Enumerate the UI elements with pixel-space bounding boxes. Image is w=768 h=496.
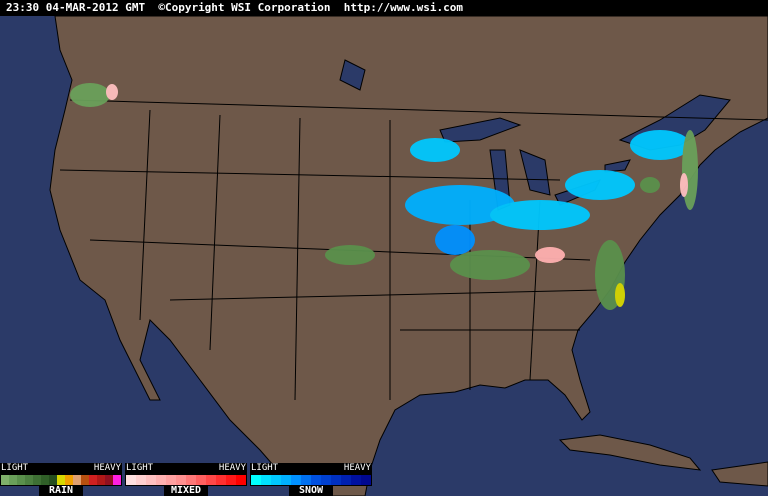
color-swatch: [65, 475, 73, 485]
copyright: ©Copyright WSI Corporation: [158, 1, 331, 14]
color-swatch: [105, 475, 113, 485]
color-swatch: [216, 475, 226, 485]
color-swatch: [9, 475, 17, 485]
color-swatch: [97, 475, 105, 485]
legend-heavy-label: HEAVY: [93, 463, 121, 473]
legend-snow-label: SNOW: [289, 486, 333, 496]
color-swatch: [281, 475, 291, 485]
rain-color-scale: [0, 474, 122, 486]
color-swatch: [73, 475, 81, 485]
state-borders: [59, 99, 768, 401]
color-swatch: [301, 475, 311, 485]
url: http://www.wsi.com: [343, 1, 463, 14]
color-swatch: [89, 475, 97, 485]
color-swatch: [146, 475, 156, 485]
color-swatch: [186, 475, 196, 485]
color-swatch: [81, 475, 89, 485]
legend-light-label: LIGHT: [251, 463, 279, 473]
color-swatch: [271, 475, 281, 485]
radar-echoes: [70, 83, 698, 310]
color-swatch: [226, 475, 236, 485]
color-swatch: [321, 475, 331, 485]
color-swatch: [311, 475, 321, 485]
legend-mixed: LIGHT HEAVY MIXED: [125, 463, 247, 496]
color-swatch: [196, 475, 206, 485]
legend-snow: LIGHT HEAVY SNOW: [250, 463, 372, 496]
color-swatch: [361, 475, 371, 485]
legend-rain-label: RAIN: [39, 486, 83, 496]
color-swatch: [341, 475, 351, 485]
timestamp: 23:30 04-MAR-2012 GMT: [6, 1, 146, 14]
color-swatch: [176, 475, 186, 485]
mixed-color-scale: [125, 474, 247, 486]
color-swatch: [17, 475, 25, 485]
color-swatch: [261, 475, 271, 485]
color-swatch: [156, 475, 166, 485]
header-bar: 23:30 04-MAR-2012 GMT ©Copyright WSI Cor…: [0, 0, 768, 16]
color-swatch: [236, 475, 246, 485]
color-swatch: [126, 475, 136, 485]
color-swatch: [251, 475, 261, 485]
color-swatch: [331, 475, 341, 485]
color-swatch: [291, 475, 301, 485]
legend-light-label: LIGHT: [126, 463, 154, 473]
color-swatch: [1, 475, 9, 485]
color-swatch: [49, 475, 57, 485]
color-swatch: [33, 475, 41, 485]
color-swatch: [57, 475, 65, 485]
map: [49, 16, 768, 496]
color-swatch: [351, 475, 361, 485]
legend-heavy-label: HEAVY: [218, 463, 246, 473]
legend-light-label: LIGHT: [1, 463, 29, 473]
legend-rain: LIGHT HEAVY RAIN: [0, 463, 122, 496]
color-swatch: [166, 475, 176, 485]
color-swatch: [113, 475, 121, 485]
legend-heavy-label: HEAVY: [343, 463, 371, 473]
color-swatch: [41, 475, 49, 485]
color-swatch: [206, 475, 216, 485]
legend-mixed-label: MIXED: [164, 486, 208, 496]
land: [49, 16, 768, 496]
color-swatch: [25, 475, 33, 485]
snow-color-scale: [250, 474, 372, 486]
color-swatch: [136, 475, 146, 485]
